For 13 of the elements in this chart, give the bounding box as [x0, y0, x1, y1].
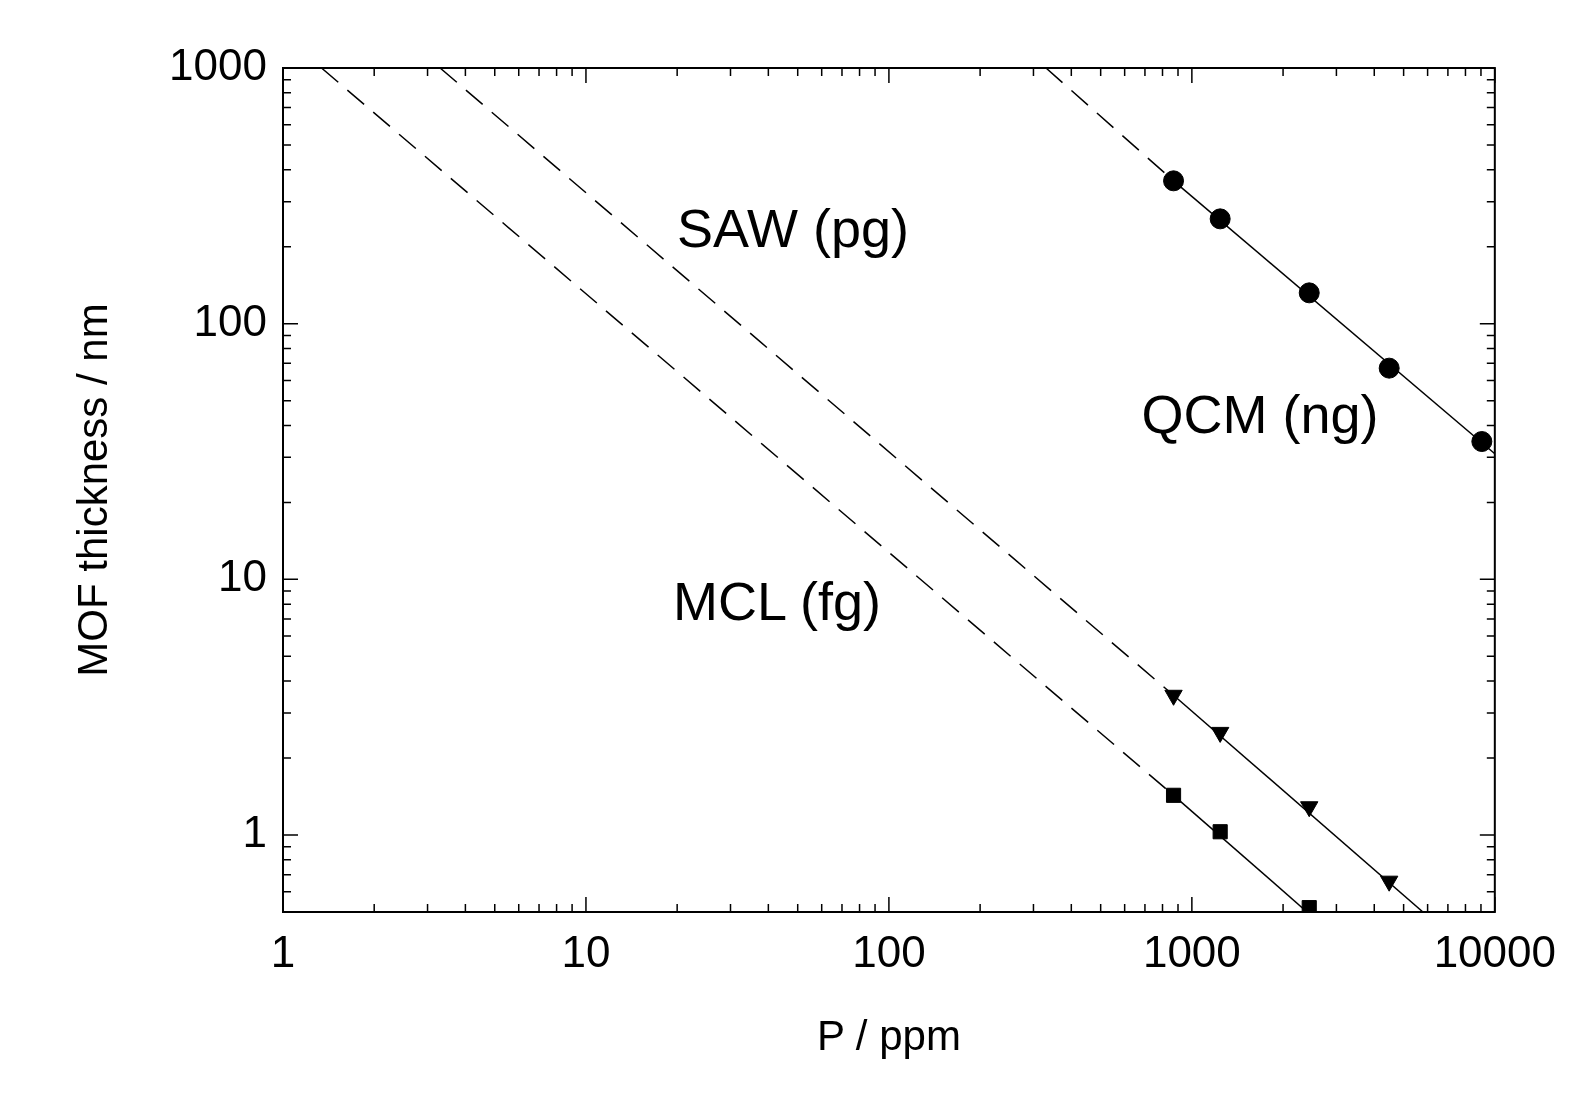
annotation: QCM (ng) [1141, 383, 1379, 444]
y-tick-label: 1000 [169, 40, 267, 90]
y-tick-label: 1 [242, 807, 267, 857]
y-tick-label: 10 [218, 551, 267, 601]
annotation: SAW (pg) [676, 197, 910, 258]
annotation: MCL (fg) [672, 570, 882, 631]
y-tick-label: 100 [193, 295, 267, 345]
x-tick-label: 100 [852, 926, 926, 976]
x-tick-label: 10000 [1433, 926, 1556, 976]
y-axis-title: MOF thickness / nm [68, 303, 116, 677]
x-axis-title: P / ppm [816, 1012, 961, 1060]
x-tick-label: 1000 [1142, 926, 1241, 976]
x-tick-label: 10 [561, 926, 611, 976]
